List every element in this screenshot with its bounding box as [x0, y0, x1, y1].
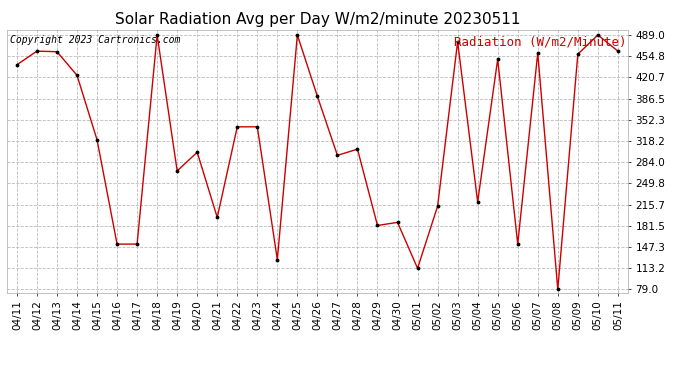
Text: Radiation (W/m2/Minute): Radiation (W/m2/Minute): [454, 35, 627, 48]
Text: Copyright 2023 Cartronics.com: Copyright 2023 Cartronics.com: [10, 35, 180, 45]
Title: Solar Radiation Avg per Day W/m2/minute 20230511: Solar Radiation Avg per Day W/m2/minute …: [115, 12, 520, 27]
